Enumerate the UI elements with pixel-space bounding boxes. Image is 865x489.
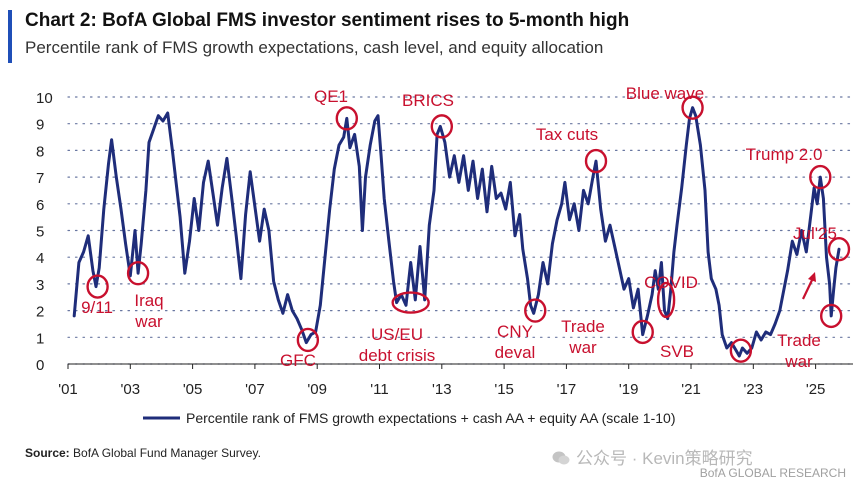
x-tick-label: '09	[307, 381, 327, 398]
x-axis-tick-labels: '01 '03 '05 '07 '09 '11 '13 '15 '17 '19 '21 '23 '25	[58, 364, 825, 398]
annotation-label: Iraq	[134, 291, 163, 310]
y-tick-label: 5	[36, 224, 44, 241]
title-accent-bar	[8, 10, 12, 63]
annotation-label: Tax cuts	[536, 125, 598, 144]
x-tick-label: '05	[183, 381, 203, 398]
y-tick-label: 6	[36, 197, 44, 214]
annotation-label: SVB	[660, 342, 694, 361]
annotation-label: Trade	[561, 317, 605, 336]
watermark: 公众号 · Kevin策略研究	[552, 444, 753, 469]
annotation-label: Blue wave	[626, 84, 704, 103]
y-axis-tick-labels: 0 1 2 3 4 5 6 7 8 9 10	[36, 90, 53, 374]
x-tick-label: '01	[58, 381, 78, 398]
x-tick-label: '15	[494, 381, 514, 398]
rise-arrow-head-icon	[808, 272, 816, 282]
legend-label: Percentile rank of FMS growth expectatio…	[186, 410, 675, 426]
legend: Percentile rank of FMS growth expectatio…	[143, 410, 675, 426]
annotation-ring	[126, 261, 150, 286]
y-tick-label: 10	[36, 90, 53, 107]
chart-title: Chart 2: BofA Global FMS investor sentim…	[25, 10, 630, 31]
annotation-label: Trump 2.0	[746, 145, 823, 164]
annotation-label: Jul'25	[793, 224, 837, 243]
annotation-label: war	[784, 352, 813, 371]
rise-arrow-icon	[802, 277, 814, 300]
annotation-ring	[335, 106, 358, 131]
annotation-ring	[827, 236, 851, 262]
annotation-label: US/EU	[371, 325, 423, 344]
event-annotations: 9/11 Iraq war GFC QE1 US/EU debt crisis BRICS CN…	[81, 84, 851, 371]
x-tick-label: '07	[245, 381, 265, 398]
annotation-ring	[809, 164, 832, 190]
y-tick-label: 2	[36, 304, 44, 321]
annotation-ring	[296, 327, 320, 353]
chart-gridlines	[67, 96, 854, 365]
x-tick-label: '21	[681, 381, 701, 398]
annotation-ring	[681, 95, 704, 120]
annotation-label: war	[568, 338, 597, 357]
bofa-credit: BofA GLOBAL RESEARCH	[699, 466, 846, 480]
annotation-ring	[729, 338, 753, 363]
annotation-label: 9/11	[81, 298, 113, 317]
x-tick-label: '23	[744, 381, 764, 398]
x-tick-label: '17	[557, 381, 577, 398]
annotation-label: BRICS	[402, 91, 454, 110]
x-tick-label: '25	[806, 381, 826, 398]
annotation-ring	[86, 274, 109, 299]
y-tick-label: 3	[36, 277, 44, 294]
y-tick-label: 9	[36, 117, 44, 134]
annotation-ring	[819, 303, 843, 329]
y-tick-label: 8	[36, 143, 44, 160]
wechat-icon	[552, 451, 570, 465]
x-tick-label: '11	[370, 381, 388, 398]
y-tick-label: 4	[36, 250, 44, 267]
x-tick-label: '19	[619, 381, 639, 398]
y-tick-label: 0	[36, 357, 44, 374]
annotation-label: CNY	[497, 322, 533, 341]
annotation-label: GFC	[280, 351, 316, 370]
annotation-label: deval	[495, 343, 536, 362]
annotation-label: COVID	[644, 273, 698, 292]
sentiment-series-line	[72, 106, 841, 358]
annotation-label: war	[134, 312, 163, 331]
y-tick-label: 7	[36, 170, 44, 187]
annotation-ring	[631, 319, 654, 345]
x-tick-label: '03	[121, 381, 141, 398]
y-tick-label: 1	[36, 330, 44, 347]
chart-subtitle: Percentile rank of FMS growth expectatio…	[25, 38, 604, 57]
annotation-label: debt crisis	[359, 346, 436, 365]
annotation-label: Trade	[777, 331, 821, 350]
annotation-label: QE1	[314, 87, 348, 106]
annotation-ring	[584, 148, 608, 174]
annotation-ring	[430, 114, 454, 139]
source-note: Source: BofA Global Fund Manager Survey.	[25, 446, 261, 460]
x-tick-label: '13	[432, 381, 452, 398]
annotation-ring	[656, 281, 676, 319]
annotation-ring	[391, 291, 430, 314]
annotation-ring	[524, 298, 547, 323]
